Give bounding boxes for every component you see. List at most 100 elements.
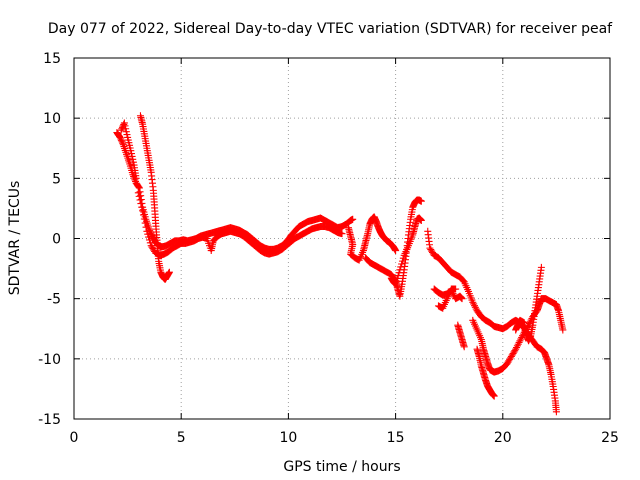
y-axis-label: SDTVAR / TECUs (7, 181, 23, 296)
data-point (392, 277, 400, 285)
series-track-12 (469, 295, 567, 376)
data-point (123, 131, 131, 139)
data-point (145, 236, 153, 244)
data-point (392, 247, 400, 255)
data-point (136, 188, 144, 196)
data-point (117, 135, 125, 143)
data-point (472, 305, 480, 313)
data-point (510, 348, 518, 356)
data-point (134, 189, 142, 197)
grid-lines (74, 58, 610, 419)
data-point (394, 272, 402, 280)
data-point (470, 302, 478, 310)
data-point (452, 285, 460, 293)
data-point (427, 246, 435, 254)
data-point (129, 155, 137, 163)
data-point (392, 280, 400, 288)
data-point (127, 150, 135, 158)
data-point (507, 354, 515, 362)
y-tick-label: -10 (38, 352, 61, 368)
data-point (469, 298, 477, 306)
data-point (165, 268, 173, 276)
series-track-5 (344, 213, 400, 264)
data-point (428, 247, 436, 255)
data-point (120, 120, 128, 128)
series-track-2 (117, 119, 140, 182)
data-point (507, 352, 515, 360)
y-tick-label: -5 (47, 292, 61, 308)
data-point (132, 174, 140, 182)
data-point (338, 230, 346, 238)
data-point (397, 263, 405, 271)
data-point (537, 263, 545, 271)
series-track-3 (136, 112, 173, 283)
data-point (145, 233, 153, 241)
data-point (116, 133, 124, 141)
data-point (128, 152, 136, 160)
series-track-9 (430, 285, 466, 303)
data-point (471, 303, 479, 311)
data-point (117, 136, 125, 144)
x-tick-label: 10 (279, 430, 297, 446)
data-point (142, 223, 150, 231)
data-point (118, 138, 126, 146)
data-point (508, 351, 516, 359)
data-point (506, 355, 514, 363)
y-tick-label: 5 (52, 171, 61, 187)
data-point (470, 300, 478, 308)
data-point (146, 239, 154, 247)
data-point (525, 319, 533, 327)
x-tick-label: 0 (70, 430, 79, 446)
data-point (511, 347, 519, 355)
data-point (136, 196, 144, 204)
series-track-11 (454, 321, 468, 351)
data-point (119, 139, 127, 147)
y-tick-label: 0 (52, 232, 61, 248)
data-point (147, 229, 155, 237)
data-point (515, 338, 523, 346)
data-point (514, 340, 522, 348)
data-point (131, 176, 139, 184)
data-point (129, 158, 137, 166)
data-point (127, 147, 135, 155)
x-tick-label: 25 (601, 430, 619, 446)
data-point (138, 203, 146, 211)
x-tick-label: 20 (494, 430, 512, 446)
data-point (513, 342, 521, 350)
data-point (395, 269, 403, 277)
data-point (122, 128, 130, 136)
data-point (552, 408, 560, 416)
data-point (396, 266, 404, 274)
data-point (426, 244, 434, 252)
data-point (559, 326, 567, 334)
data-point (398, 260, 406, 268)
data-point (509, 350, 517, 358)
x-tick-label: 15 (387, 430, 405, 446)
data-point (139, 207, 147, 215)
data-point (144, 230, 152, 238)
series-track-4 (134, 189, 346, 259)
data-point (517, 335, 525, 343)
data-point (117, 126, 125, 134)
data-point (398, 257, 406, 265)
x-axis-label: GPS time / hours (283, 459, 400, 475)
data-point (141, 219, 149, 227)
data-point (135, 184, 143, 192)
data-point (458, 295, 466, 303)
data-point (121, 122, 129, 130)
data-point (135, 192, 143, 200)
data-point (516, 337, 524, 345)
data-point (147, 242, 155, 250)
data-point (504, 358, 512, 366)
chart-title: Day 077 of 2022, Sidereal Day-to-day VTE… (48, 21, 613, 37)
data-points (113, 112, 567, 416)
y-tick-label: 10 (43, 111, 61, 127)
data-point (393, 274, 401, 282)
data-point (513, 344, 521, 352)
data-point (503, 360, 511, 368)
data-point (417, 216, 425, 224)
series-track-8 (424, 227, 560, 416)
series-track-13 (473, 345, 498, 400)
y-tick-label: 15 (43, 51, 61, 67)
